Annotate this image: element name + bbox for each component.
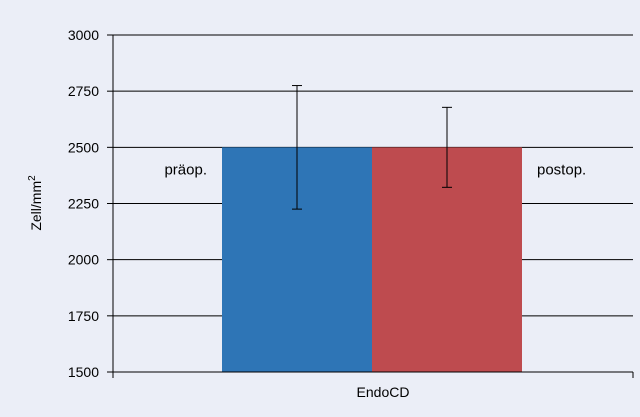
series-label: präop. (164, 161, 207, 178)
y-axis-title-superscript: 2 (27, 175, 38, 181)
y-tick-label: 3000 (68, 27, 99, 43)
series-label: postop. (537, 161, 586, 178)
axes (107, 34, 634, 378)
y-tick-label: 2750 (68, 83, 99, 99)
labels: präop. postop. EndoCD (164, 161, 586, 400)
y-axis-title: Zell/mm2 (27, 175, 44, 231)
error-bars (292, 85, 452, 210)
y-tick-labels: 1500 1750 2000 2250 2500 2750 3000 (68, 27, 99, 380)
x-category-label: EndoCD (357, 384, 410, 400)
bars (222, 147, 522, 372)
y-tick-label: 2500 (68, 139, 99, 155)
y-tick-label: 2250 (68, 196, 99, 212)
y-tick-label: 2000 (68, 252, 99, 268)
y-tick-label: 1750 (68, 308, 99, 324)
y-tick-label: 1500 (68, 364, 99, 380)
